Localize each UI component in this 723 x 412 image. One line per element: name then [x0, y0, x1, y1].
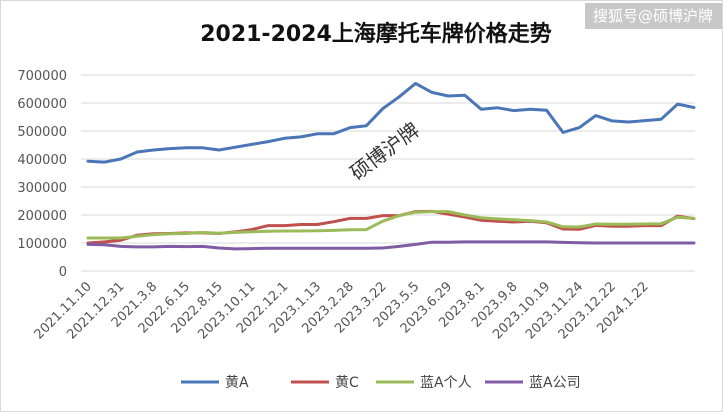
series-line-0	[86, 81, 696, 164]
y-tick-label: 400000	[17, 153, 67, 168]
chart-title: 2021-2024上海摩托车牌价格走势	[200, 21, 552, 47]
y-axis: 0 100000 200000 300000 400000 500000 600000 700…	[17, 69, 67, 280]
y-tick-label: 300000	[17, 181, 67, 196]
corner-watermark: 搜狐号@硕博沪牌	[593, 7, 713, 25]
y-tick-label: 0	[59, 265, 67, 280]
series-line-3	[86, 240, 696, 251]
y-tick-label: 700000	[17, 69, 67, 84]
y-tick-label: 600000	[17, 97, 67, 112]
series-line-1	[86, 209, 696, 245]
series-line-2	[86, 210, 696, 240]
legend-label: 蓝A公司	[529, 375, 581, 391]
y-tick-label: 100000	[17, 237, 67, 252]
x-axis: 2021.11.102021.12.312021.3.82022.6.15202…	[32, 279, 652, 342]
corner-watermark-bg	[585, 3, 722, 29]
legend-label: 黄C	[335, 374, 359, 391]
legend-label: 黄A	[225, 374, 249, 391]
legend-label: 蓝A个人	[420, 375, 472, 391]
y-tick-label: 200000	[17, 209, 67, 224]
legend: 黄A 黄C 蓝A个人 蓝A公司	[181, 374, 581, 391]
series-lines	[86, 81, 696, 251]
y-tick-label: 500000	[17, 125, 67, 140]
